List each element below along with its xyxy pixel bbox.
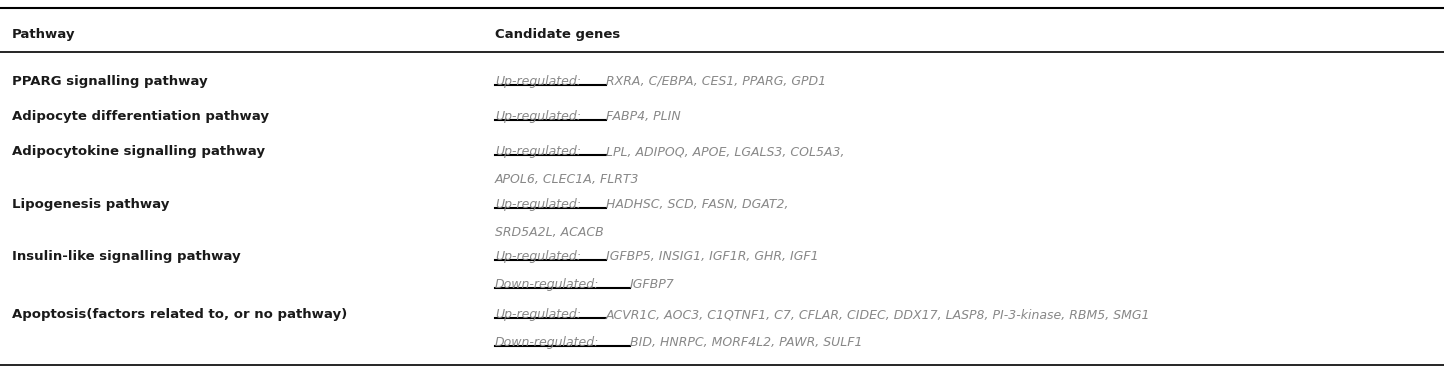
Text: Up-regulated:: Up-regulated:	[495, 110, 580, 123]
Text: Up-regulated:: Up-regulated:	[495, 250, 580, 263]
Text: Up-regulated:: Up-regulated:	[495, 145, 580, 158]
Text: Apoptosis(factors related to, or no pathway): Apoptosis(factors related to, or no path…	[12, 308, 347, 321]
Text: SRD5A2L, ACACB: SRD5A2L, ACACB	[495, 226, 604, 239]
Text: Candidate genes: Candidate genes	[495, 28, 621, 41]
Text: HADHSC, SCD, FASN, DGAT2,: HADHSC, SCD, FASN, DGAT2,	[606, 198, 788, 211]
Text: PPARG signalling pathway: PPARG signalling pathway	[12, 75, 208, 88]
Text: ACVR1C, AOC3, C1QTNF1, C7, CFLAR, CIDEC, DDX17, LASP8, PI-3-kinase, RBM5, SMG1: ACVR1C, AOC3, C1QTNF1, C7, CFLAR, CIDEC,…	[606, 308, 1151, 321]
Text: Insulin-like signalling pathway: Insulin-like signalling pathway	[12, 250, 241, 263]
Text: BID, HNRPC, MORF4L2, PAWR, SULF1: BID, HNRPC, MORF4L2, PAWR, SULF1	[630, 336, 862, 349]
Text: RXRA, C/EBPA, CES1, PPARG, GPD1: RXRA, C/EBPA, CES1, PPARG, GPD1	[606, 75, 826, 88]
Text: Down-regulated:: Down-regulated:	[495, 336, 599, 349]
Text: Up-regulated:: Up-regulated:	[495, 75, 580, 88]
Text: Lipogenesis pathway: Lipogenesis pathway	[12, 198, 169, 211]
Text: Pathway: Pathway	[12, 28, 75, 41]
Text: LPL, ADIPOQ, APOE, LGALS3, COL5A3,: LPL, ADIPOQ, APOE, LGALS3, COL5A3,	[606, 145, 845, 158]
Text: Down-regulated:: Down-regulated:	[495, 278, 599, 291]
Text: Up-regulated:: Up-regulated:	[495, 308, 580, 321]
Text: Adipocytokine signalling pathway: Adipocytokine signalling pathway	[12, 145, 266, 158]
Text: IGFBP7: IGFBP7	[630, 278, 674, 291]
Text: FABP4, PLIN: FABP4, PLIN	[606, 110, 680, 123]
Text: Adipocyte differentiation pathway: Adipocyte differentiation pathway	[12, 110, 269, 123]
Text: APOL6, CLEC1A, FLRT3: APOL6, CLEC1A, FLRT3	[495, 173, 640, 186]
Text: Up-regulated:: Up-regulated:	[495, 198, 580, 211]
Text: IGFBP5, INSIG1, IGF1R, GHR, IGF1: IGFBP5, INSIG1, IGF1R, GHR, IGF1	[606, 250, 819, 263]
